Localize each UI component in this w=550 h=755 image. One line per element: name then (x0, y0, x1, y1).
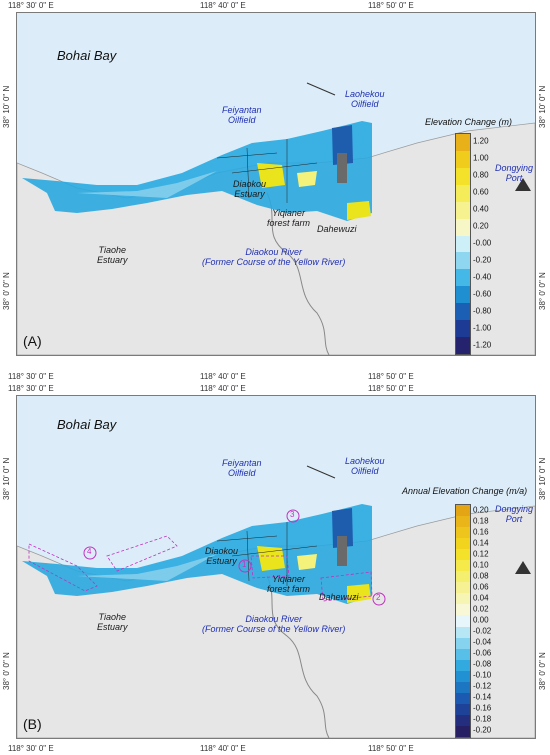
legend-tick-label: -1.00 (473, 323, 492, 333)
coord-top-a-2: 118° 40' 0" E (200, 1, 246, 10)
marker-3-circle (286, 509, 300, 523)
legend-title-a: Elevation Change (m) (425, 117, 513, 127)
legend-tick-label: -1.20 (473, 340, 492, 350)
dahewuzi-label-b: Dahewuzi (319, 592, 359, 602)
marker-2-label: 2 (376, 593, 381, 602)
river-label-a: Diaokou River (Former Course of the Yell… (202, 247, 346, 268)
legend-tick-label: 0.60 (473, 187, 489, 197)
map-b-canvas (17, 465, 535, 738)
coord-top-b-2: 118° 40' 0" E (200, 384, 246, 393)
legend-tick-label: -0.00 (473, 238, 492, 248)
coord-bot-b-3: 118° 50' 0" E (368, 744, 414, 753)
yiqianer-label-b: Yiqianer forest farm (267, 574, 311, 595)
laohekou-label-a: Laohekou Oilfield (345, 89, 385, 110)
legend-tick-label: 0.12 (473, 549, 489, 559)
legend-tick-label: -0.12 (473, 681, 492, 691)
dongying-label-b: Dongying Port (495, 504, 534, 525)
coord-bot-a-3: 118° 50' 0" E (368, 372, 414, 381)
legend-tick-label: 0.04 (473, 593, 489, 603)
legend-bar-b (455, 504, 471, 738)
map-panel-b: 1 2 3 4 Bohai Bay Feiyantan Oilfield Lao… (16, 395, 536, 739)
tiaohe-label-b: Tiaohe Estuary (97, 612, 128, 633)
yiqianer-label-a: Yiqianer forest farm (267, 208, 311, 229)
legend-tick-label: 0.06 (473, 582, 489, 592)
strip-a (22, 121, 372, 221)
legend-tick-label: 0.40 (473, 204, 489, 214)
legend-tick-label: -0.60 (473, 289, 492, 299)
coord-bot-b-1: 118° 30' 0" E (8, 744, 54, 753)
map-panel-a: Bohai Bay Feiyantan Oilfield Laohekou Oi… (16, 12, 536, 356)
legend-tick-label: 0.18 (473, 516, 489, 526)
dahewuzi-label-a: Dahewuzi (317, 224, 357, 234)
legend-tick-label: -0.40 (473, 272, 492, 282)
legend-tick-label: 0.80 (473, 170, 489, 180)
legend-tick-label: 1.20 (473, 136, 489, 146)
river-b (266, 575, 330, 738)
coord-right-a-2: 38° 0' 0" N (538, 272, 547, 310)
legend-tick-label: 0.14 (473, 538, 489, 548)
coord-top-a-1: 118° 30' 0" E (8, 1, 54, 10)
coord-left-b-2: 38° 0' 0" N (2, 652, 11, 690)
feiyantan-label-b: Feiyantan Oilfield (222, 458, 262, 479)
river-label-b: Diaokou River (Former Course of the Yell… (202, 614, 346, 635)
marker-4-circle (83, 546, 97, 560)
legend-tick-label: -0.10 (473, 670, 492, 680)
coord-right-b-1: 38° 10' 0" N (538, 457, 547, 500)
legend-tick-label: -0.18 (473, 714, 492, 724)
legend-tick-label: -0.16 (473, 703, 492, 713)
legend-tick-label: -0.80 (473, 306, 492, 316)
legend-tick-label: -0.14 (473, 692, 492, 702)
legend-tick-label: 0.20 (473, 221, 489, 231)
laohekou-label-b: Laohekou Oilfield (345, 456, 385, 477)
strip-b (22, 504, 372, 604)
panel-tag-b: (B) (23, 716, 42, 732)
legend-tick-label: -0.08 (473, 659, 492, 669)
port-triangle-a (515, 178, 531, 191)
marker-3-label: 3 (290, 510, 295, 519)
legend-bar-a (455, 133, 471, 355)
legend-tick-label: -0.02 (473, 626, 492, 636)
legend-tick-label: 0.00 (473, 615, 489, 625)
legend-tick-label: 0.08 (473, 571, 489, 581)
legend-tick-label: 0.10 (473, 560, 489, 570)
coord-top-a-3: 118° 50' 0" E (368, 1, 414, 10)
coord-left-a-2: 38° 0' 0" N (2, 272, 11, 310)
panel-tag-a: (A) (23, 333, 42, 349)
coord-left-a-1: 38° 10' 0" N (2, 85, 11, 128)
diaokou-estuary-label-b: Diaokou Estuary (205, 546, 239, 567)
marker-1-label: 1 (242, 560, 247, 569)
legend-tick-label: 1.00 (473, 153, 489, 163)
marker-2-circle (372, 592, 386, 606)
legend-tick-label: 0.02 (473, 604, 489, 614)
dongying-label-a: Dongying Port (495, 163, 534, 184)
coord-bot-a-1: 118° 30' 0" E (8, 372, 54, 381)
river-a (266, 192, 330, 355)
map-a-canvas (17, 82, 535, 355)
coord-right-a-1: 38° 10' 0" N (538, 85, 547, 128)
diaokou-estuary-label-a: Diaokou Estuary (233, 179, 267, 200)
legend-tick-label: -0.04 (473, 637, 492, 647)
feiyantan-label-a: Feiyantan Oilfield (222, 105, 262, 126)
legend-tick-label: -0.20 (473, 725, 492, 735)
coord-bot-a-2: 118° 40' 0" E (200, 372, 246, 381)
coord-top-b-1: 118° 30' 0" E (8, 384, 54, 393)
tiaohe-label-a: Tiaohe Estuary (97, 245, 128, 266)
marker-1-circle (238, 559, 252, 573)
coord-left-b-1: 38° 10' 0" N (2, 457, 11, 500)
legend-tick-label: -0.06 (473, 648, 492, 658)
coord-right-b-2: 38° 0' 0" N (538, 652, 547, 690)
legend-tick-label: 0.16 (473, 527, 489, 537)
marker-4-label: 4 (87, 547, 92, 556)
legend-tick-label: -0.20 (473, 255, 492, 265)
port-triangle-b (515, 561, 531, 574)
legend-title-b: Annual Elevation Change (m/a) (402, 486, 528, 496)
bay-label-b: Bohai Bay (57, 417, 117, 432)
coord-bot-b-2: 118° 40' 0" E (200, 744, 246, 753)
coord-top-b-3: 118° 50' 0" E (368, 384, 414, 393)
bay-label-a: Bohai Bay (57, 48, 117, 63)
legend-tick-label: 0.20 (473, 505, 489, 515)
